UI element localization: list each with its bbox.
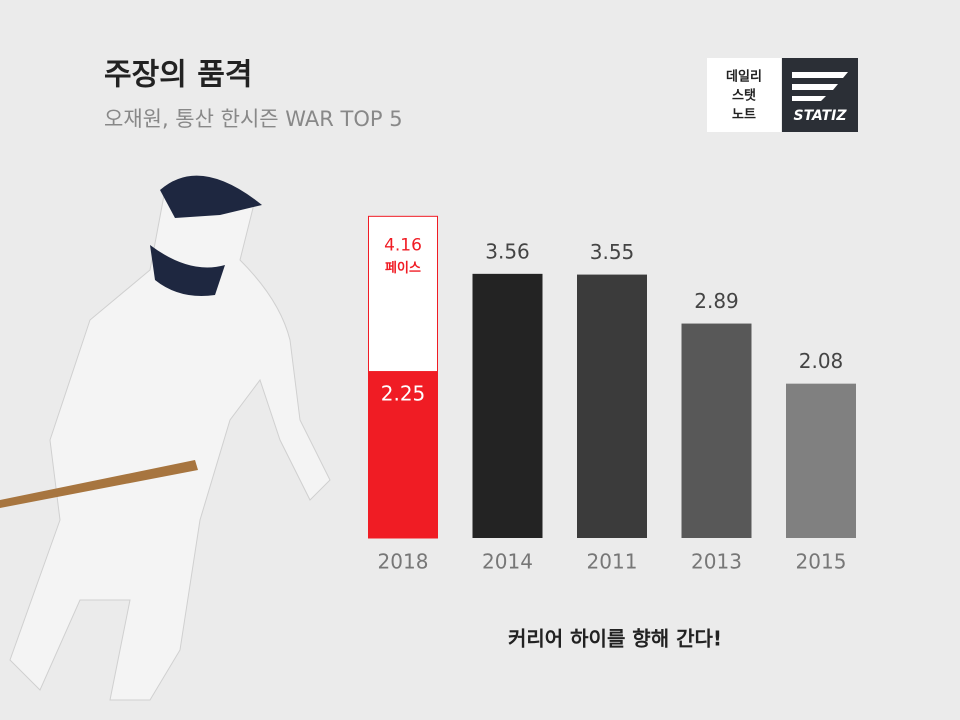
- x-tick-label: 2015: [796, 550, 847, 574]
- pace-label: 페이스: [385, 260, 421, 276]
- x-tick-label: 2011: [587, 550, 638, 574]
- brand-box: [782, 58, 858, 132]
- value-label: 2.25: [381, 382, 426, 406]
- value-label: 2.08: [799, 349, 844, 373]
- logo-text: 스탯: [732, 88, 756, 104]
- bar: [577, 274, 647, 538]
- logo-text: 노트: [732, 108, 756, 123]
- value-label: 3.56: [485, 239, 530, 263]
- logo-box: [707, 58, 781, 132]
- bar: [786, 383, 856, 538]
- x-tick-label: 2018: [378, 550, 429, 574]
- logo: 데일리 스탯 노트 STATIZ: [707, 58, 858, 132]
- brand-text: STATIZ: [794, 108, 848, 124]
- value-label: 2.89: [694, 289, 739, 313]
- bar: [472, 273, 543, 538]
- player-scarf: [150, 245, 225, 296]
- x-tick-label: 2014: [482, 550, 533, 574]
- logo-text: 데일리: [726, 69, 762, 85]
- x-tick-label: 2013: [691, 550, 742, 574]
- player-helmet: [160, 175, 262, 218]
- brand-stripes: [792, 72, 848, 101]
- player-body: [9, 176, 331, 701]
- chart-title: 주장의 품격: [104, 58, 252, 93]
- pace-value-label: 4.16: [384, 235, 422, 255]
- player-illustration: [0, 175, 331, 701]
- bar: [681, 323, 752, 538]
- chart-subtitle: 오재원, 통산 한시즌 WAR TOP 5: [104, 107, 403, 131]
- bar: [368, 371, 438, 538]
- value-label: 3.55: [590, 240, 635, 264]
- annotation: 커리어 하이를 향해 간다!: [508, 627, 722, 651]
- player-bat: [0, 460, 198, 508]
